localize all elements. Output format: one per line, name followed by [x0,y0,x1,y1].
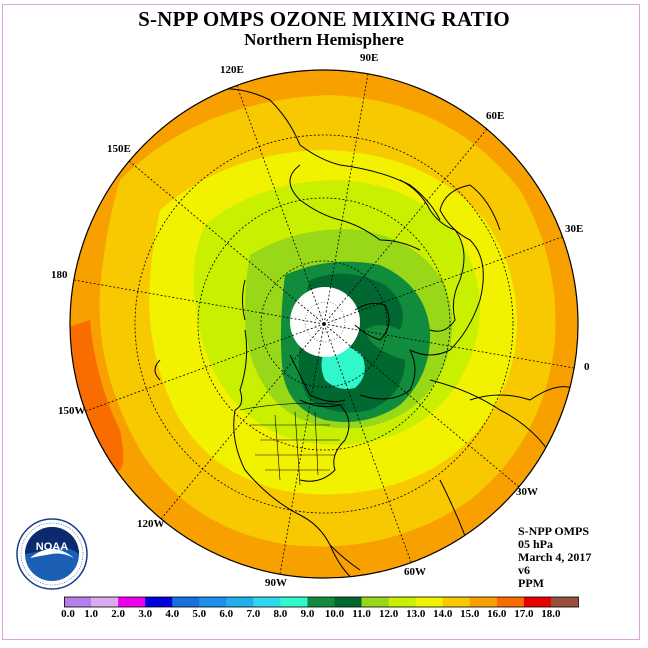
colorbar-tick-label: 7.0 [246,608,261,620]
colorbar-tick-label: 15.0 [460,608,480,620]
figure-frame [2,4,640,640]
colorbar-tick-label: 2.0 [111,608,125,620]
colorbar-swatch [253,597,281,607]
lon-label-120e: 120E [220,64,244,76]
lon-label-90w: 90W [265,577,287,589]
colorbar [64,596,579,608]
lon-label-60e: 60E [486,110,504,122]
colorbar-swatch [145,597,173,607]
ozone-field [70,70,578,578]
colorbar-swatch [415,597,444,607]
lon-label-90e: 90E [360,52,378,64]
colorbar-swatch [172,597,200,607]
lon-label-150w: 150W [58,405,86,417]
lon-label-60w: 60W [404,566,426,578]
colorbar-tick-label: 17.0 [514,608,534,620]
colorbar-tick-label: 4.0 [165,608,180,620]
polar-no-data-area [290,287,360,357]
colorbar-tick-label: 3.0 [138,608,153,620]
colorbar-tick-label: 11.0 [352,608,371,620]
colorbar-swatch [280,597,308,607]
colorbar-swatch [469,597,498,607]
political-borders [239,403,346,486]
colorbar-tick-label: 16.0 [487,608,507,620]
info-date: March 4, 2017 [518,550,592,564]
colorbar-tick-label: 1.0 [84,608,98,620]
colorbar-border [64,596,579,608]
colorbar-tick-label: 6.0 [219,608,234,620]
colorbar-swatch [118,597,146,607]
lon-label-150e: 150E [107,143,131,155]
colorbar-swatch [442,597,471,607]
colorbar-swatch [361,597,389,607]
colorbar-swatch [496,597,525,607]
colorbar-tick-label: 10.0 [324,608,345,620]
colorbar-tick-label: 8.0 [273,608,288,620]
field-red-w [70,320,124,472]
colorbar-swatch [334,597,362,607]
map-subtitle: Northern Hemisphere [244,30,404,49]
field-cyan [321,346,365,389]
lon-label-180: 180 [51,269,68,281]
colorbar-swatch [199,597,227,607]
colorbar-swatch [388,597,416,607]
colorbar-swatch [307,597,335,607]
colorbar-tick-label: 5.0 [192,608,207,620]
colorbar-swatch [64,597,92,607]
info-level: 05 hPa [518,537,554,551]
colorbar-swatch [226,597,254,607]
info-units: PPM [518,576,544,590]
colorbar-tick-label: 9.0 [300,608,315,620]
lon-label-0: 0 [584,361,590,373]
colorbar-swatch [550,597,579,607]
map-title: S-NPP OMPS OZONE MIXING RATIO [138,7,510,31]
info-version: v6 [518,563,530,577]
colorbar-swatch [91,597,119,607]
noaa-logo: NOAA [16,518,88,590]
noaa-logo-text: NOAA [36,541,68,553]
colorbar-tick-label: 13.0 [406,608,426,620]
colorbar-tick-label: 12.0 [378,608,399,620]
info-block: S-NPP OMPS 05 hPa March 4, 2017 v6 PPM [518,525,591,590]
polar-grid [304,301,346,343]
graticule [73,73,575,575]
lon-label-120w: 120W [137,518,165,530]
longitude-labels: 90E 60E 30E 0 30W 60W 90W 120W 150W 180 … [51,52,590,589]
lon-label-30w: 30W [516,486,538,498]
colorbar-tick-label: 0.0 [61,608,75,620]
colorbar-tick-label: 14.0 [433,608,453,620]
colorbar-tick-label: 18.0 [541,608,561,620]
info-instrument: S-NPP OMPS [518,524,589,538]
map-boundary [69,69,579,579]
lon-label-30e: 30E [565,223,583,235]
colorbar-swatch [523,597,552,607]
